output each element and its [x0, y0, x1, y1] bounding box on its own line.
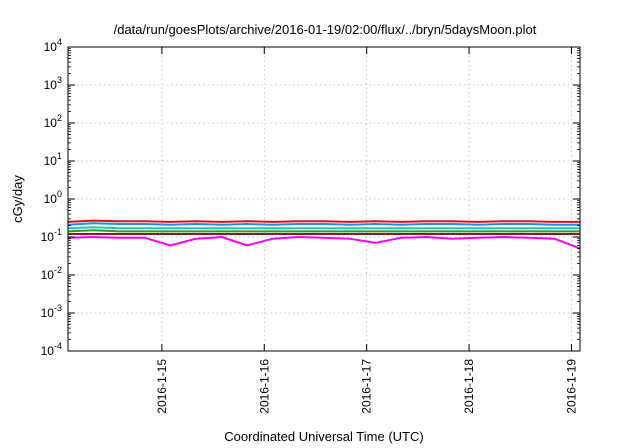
- series-line-1: [67, 219, 580, 223]
- chart-title: /data/run/goesPlots/archive/2016-01-19/0…: [114, 22, 537, 37]
- x-tick-label: 2016-1-16: [257, 359, 271, 414]
- y-axis: 10-4 10-3 10-2 10-1 100 101 102 103 104: [41, 37, 580, 358]
- series-line-4: [67, 229, 580, 233]
- y-tick-label: 10-3: [41, 303, 62, 320]
- y-tick-label: 101: [44, 151, 62, 168]
- x-tick-label: 2016-1-17: [360, 359, 374, 414]
- y-tick-label: 10-1: [41, 227, 62, 244]
- x-tick-label: 2016-1-15: [155, 359, 169, 414]
- series-line-6: [67, 236, 581, 250]
- y-tick-label: 100: [44, 189, 62, 206]
- series-line-2: [67, 222, 580, 226]
- series-layer: [67, 219, 581, 250]
- grid: [68, 47, 580, 351]
- y-tick-label: 102: [44, 113, 62, 130]
- series-line-3: [67, 226, 580, 230]
- y-tick-label: 104: [44, 37, 62, 54]
- y-tick-label: 10-4: [41, 341, 62, 358]
- x-axis: 2016-1-15 2016-1-16 2016-1-17 2016-1-18 2016…: [155, 47, 578, 414]
- y-tick-label: 103: [44, 75, 62, 92]
- y-tick-label: 10-2: [41, 265, 62, 282]
- x-tick-label: 2016-1-19: [564, 359, 578, 414]
- x-axis-label: Coordinated Universal Time (UTC): [224, 429, 423, 444]
- y-axis-label: cGy/day: [10, 175, 25, 223]
- x-tick-label: 2016-1-18: [462, 359, 476, 414]
